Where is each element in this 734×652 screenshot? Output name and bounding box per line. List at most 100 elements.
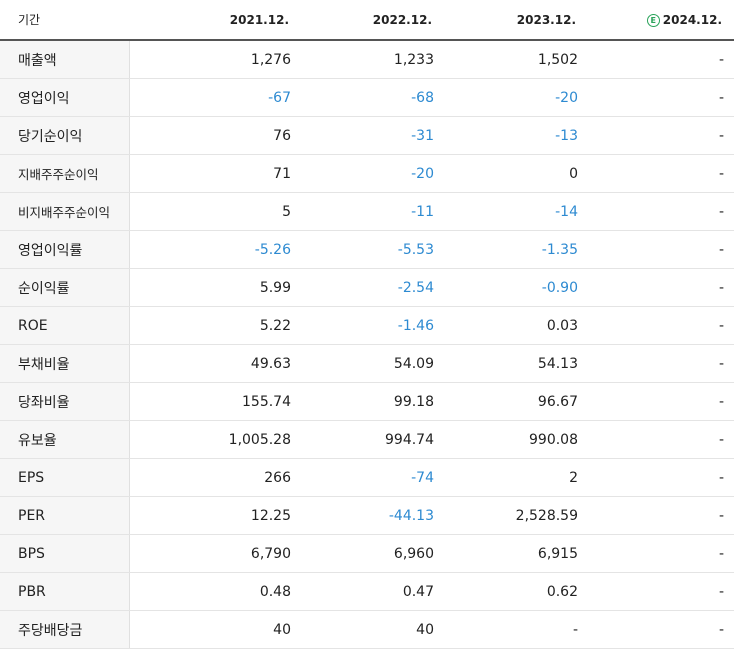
row-label: 영업이익률 [0,230,130,269]
table-row: 매출액 1,276 1,233 1,502- [0,40,734,79]
row-label: 부채비율 [0,344,130,383]
table-row: ROE 5.22 -1.46 0.03- [0,306,734,345]
table-row: 주당배당금 40 40- - [0,610,734,649]
table-cell: -20 [301,154,444,193]
table-cell: -1.35 [444,230,588,269]
table-cell: 0.47 [301,572,444,611]
row-label: ROE [0,306,130,345]
table-cell: -0.90 [444,268,588,307]
table-cell: - [588,78,734,117]
table-row: 유보율 1,005.28 994.74 990.08- [0,420,734,459]
table-cell: 0 [444,154,588,193]
table-cell: 5 [129,192,301,231]
table-row: EPS 266 -74 2- [0,458,734,497]
table-cell: - [588,458,734,497]
table-cell: -13 [444,116,588,155]
table-cell: 5.22 [129,306,301,345]
table-cell: - [588,192,734,231]
table-cell: - [588,420,734,459]
table-cell: - [588,154,734,193]
row-label: 비지배주주순이익 [0,192,130,231]
table-cell: 2,528.59 [444,496,588,535]
row-label: 매출액 [0,40,130,79]
table-cell: 0.48 [129,572,301,611]
table-cell: 6,790 [129,534,301,573]
row-label: PER [0,496,130,535]
table-cell: - [588,230,734,269]
table-cell: 96.67 [444,382,588,421]
row-label: BPS [0,534,130,573]
table-cell: -67 [129,78,301,117]
table-cell: - [588,268,734,307]
table-row: PBR 0.48 0.47 0.62- [0,572,734,611]
table-cell: -44.13 [301,496,444,535]
table-row: 지배주주순이익 71 -20 0- [0,154,734,193]
table-cell: - [588,40,734,79]
row-label: 주당배당금 [0,610,130,649]
table-row: 영업이익 -67 -68 -20- [0,78,734,117]
table-cell: 76 [129,116,301,155]
table-cell: 99.18 [301,382,444,421]
table-cell: 1,276 [129,40,301,79]
table-cell: - [588,116,734,155]
table-cell: 5.99 [129,268,301,307]
table-cell: -1.46 [301,306,444,345]
table-cell: -31 [301,116,444,155]
table-cell: 6,960 [301,534,444,573]
table-cell: 990.08 [444,420,588,459]
table-cell: 0.62 [444,572,588,611]
table-cell: -5.26 [129,230,301,269]
table-cell: 155.74 [129,382,301,421]
row-label: 순이익률 [0,268,130,307]
table-cell: -11 [301,192,444,231]
table-cell: - [588,344,734,383]
row-label: 당좌비율 [0,382,130,421]
row-label: 당기순이익 [0,116,130,155]
table-row: 부채비율 49.63 54.09 54.13- [0,344,734,383]
table-cell: -2.54 [301,268,444,307]
table-row: 당좌비율 155.74 99.18 96.67- [0,382,734,421]
period-header-label: 기간 [0,0,129,41]
table-cell: -74 [301,458,444,497]
table-cell: 1,502 [444,40,588,79]
estimate-badge-icon: E [646,13,660,27]
table-cell: 49.63 [129,344,301,383]
table-cell: 266 [129,458,301,497]
period-header: 2022.12. [301,0,444,41]
period-header: 2021.12. [129,0,301,41]
table-cell: 0.03 [444,306,588,345]
period-header-estimate-label: 2024.12. [662,12,722,27]
table-row: 비지배주주순이익 5 -11 -14- [0,192,734,231]
row-label: EPS [0,458,130,497]
row-label: PBR [0,572,130,611]
table-cell: - [588,610,734,649]
table-row: 당기순이익 76 -31 -13- [0,116,734,155]
table-cell: - [588,534,734,573]
row-label: 영업이익 [0,78,130,117]
header-row: 기간 2021.12. 2022.12. 2023.12. E 2024.12. [0,0,734,41]
table-row: 영업이익률 -5.26 -5.53 -1.35- [0,230,734,269]
table-cell: 54.13 [444,344,588,383]
table-cell: - [588,496,734,535]
table-cell: 12.25 [129,496,301,535]
table-cell: - [588,306,734,345]
table-cell: -68 [301,78,444,117]
table-cell: -20 [444,78,588,117]
table-cell: 6,915 [444,534,588,573]
table-row: PER 12.25 -44.13 2,528.59- [0,496,734,535]
table-cell: 40 [301,610,444,649]
table-cell: -14 [444,192,588,231]
table-cell: 54.09 [301,344,444,383]
table-cell: 1,005.28 [129,420,301,459]
row-label: 유보율 [0,420,130,459]
table-cell: -5.53 [301,230,444,269]
row-label: 지배주주순이익 [0,154,130,193]
table-cell: 40 [129,610,301,649]
table-cell: 994.74 [301,420,444,459]
table-cell: 71 [129,154,301,193]
period-header-estimate: E 2024.12. [588,0,734,41]
period-header: 2023.12. [444,0,588,41]
table-cell: - [588,572,734,611]
table-cell: 2 [444,458,588,497]
